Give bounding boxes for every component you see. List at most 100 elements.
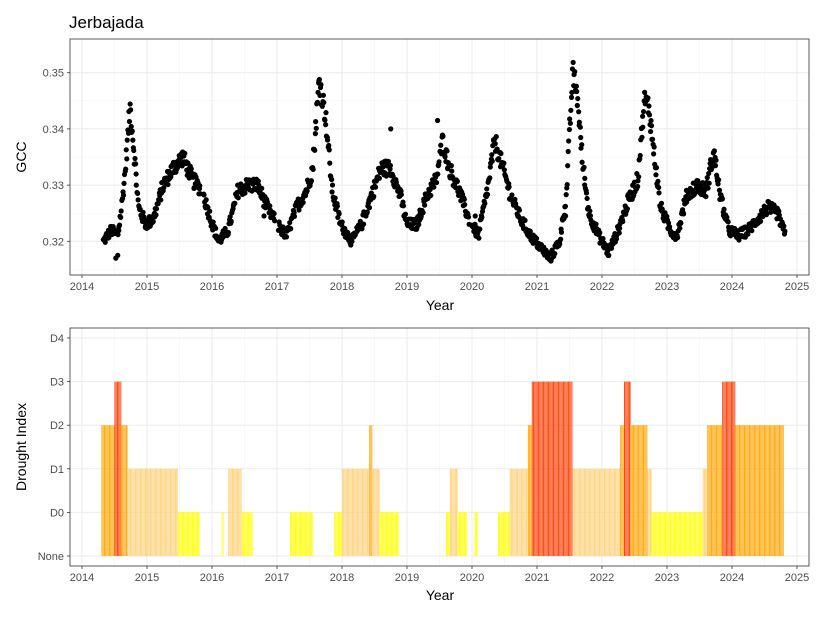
drought-y-tick-label: None: [38, 551, 64, 563]
drought-bar: [171, 468, 173, 556]
gcc-point: [255, 178, 261, 184]
gcc-y-tick-label: 0.34: [43, 124, 64, 136]
gcc-point: [651, 151, 657, 157]
gcc-point: [716, 177, 722, 183]
drought-bar: [678, 512, 680, 556]
gcc-point: [135, 197, 141, 203]
gcc-point: [318, 82, 324, 88]
drought-x-tick-label: 2019: [395, 572, 419, 584]
gcc-point: [203, 197, 209, 203]
gcc-point: [321, 99, 327, 106]
gcc-point: [606, 252, 612, 258]
gcc-point: [133, 171, 139, 177]
drought-bar: [594, 468, 595, 556]
gcc-point: [501, 160, 507, 166]
drought-bar: [607, 468, 609, 556]
drought-bar: [706, 468, 707, 556]
gcc-point: [574, 88, 580, 95]
drought-bar: [712, 425, 714, 556]
drought-x-tick-label: 2021: [525, 572, 549, 584]
drought-y-tick-label: D0: [50, 507, 64, 519]
gcc-point: [329, 182, 336, 188]
drought-y-tick-label: D1: [50, 464, 64, 476]
drought-bar: [683, 512, 685, 556]
gcc-point: [642, 89, 648, 95]
gcc-point: [271, 210, 277, 217]
drought-bar: [636, 425, 638, 556]
drought-bar: [340, 512, 342, 556]
drought-bar: [230, 468, 232, 556]
drought-bar: [392, 512, 394, 556]
drought-bar: [199, 512, 200, 556]
drought-bar: [592, 468, 594, 556]
gcc-point: [225, 229, 231, 236]
drought-y-tick-label: D3: [50, 377, 64, 389]
gcc-point: [613, 236, 620, 242]
gcc-point: [124, 156, 130, 162]
gcc-point: [782, 228, 788, 234]
drought-bar: [667, 512, 669, 556]
drought-bar: [295, 512, 296, 556]
drought-bar: [452, 468, 454, 556]
drought-bar: [118, 381, 120, 556]
gcc-point: [506, 184, 512, 190]
drought-bar: [543, 381, 544, 556]
drought-bar: [148, 468, 150, 556]
drought-bar: [131, 468, 133, 556]
gcc-point: [400, 203, 407, 209]
drought-y-axis: None D0 D1 D2 D3 D4: [38, 333, 70, 563]
drought-bar: [453, 468, 455, 556]
drought-bar: [775, 425, 777, 556]
gcc-point: [228, 218, 234, 224]
drought-bar: [509, 512, 510, 556]
gcc-point: [123, 147, 129, 153]
drought-bar: [465, 512, 467, 556]
gcc-point: [496, 155, 502, 162]
drought-bar: [124, 425, 126, 556]
drought-bar: [153, 468, 155, 556]
drought-x-axis: 2014 2015 2016 2017 2018 2019 2020 2021 2022 2023…: [70, 566, 809, 584]
drought-bar: [524, 468, 526, 556]
gcc-point: [476, 235, 482, 241]
gcc-point: [512, 196, 518, 202]
drought-bar: [755, 425, 757, 556]
gcc-point: [449, 168, 455, 174]
drought-bar: [548, 381, 549, 556]
drought-bar: [527, 468, 528, 556]
drought-bar: [250, 512, 252, 556]
drought-bar: [586, 468, 588, 556]
gcc-y-tick-label: 0.32: [43, 236, 64, 248]
gcc-point: [197, 183, 203, 189]
gcc-point: [477, 226, 483, 232]
gcc-point: [680, 211, 687, 217]
gcc-point: [704, 175, 710, 181]
drought-bar: [617, 468, 619, 556]
gcc-point: [201, 192, 207, 198]
gcc-point: [579, 159, 585, 165]
drought-bar: [186, 512, 188, 556]
gcc-point: [123, 166, 129, 172]
drought-bar: [691, 512, 693, 556]
gcc-point: [339, 219, 345, 225]
gcc-point: [140, 209, 146, 215]
gcc-point: [329, 189, 335, 195]
drought-bar: [700, 512, 702, 556]
drought-bar: [582, 468, 584, 556]
drought-bar: [133, 468, 135, 556]
drought-bar: [744, 425, 745, 556]
drought-bar: [145, 468, 146, 556]
gcc-point: [360, 221, 367, 227]
drought-bar: [355, 468, 357, 556]
drought-bar: [704, 468, 705, 556]
drought-bar: [690, 512, 692, 556]
drought-bar: [614, 468, 615, 556]
drought-bar: [193, 512, 195, 556]
drought-bar: [156, 468, 158, 556]
drought-bar: [126, 425, 127, 556]
gcc-point: [308, 178, 314, 184]
drought-y-tick-label: D4: [50, 333, 64, 345]
gcc-point: [116, 222, 123, 228]
gcc-point: [768, 209, 774, 215]
drought-bar: [508, 512, 509, 556]
gcc-point: [575, 95, 581, 102]
